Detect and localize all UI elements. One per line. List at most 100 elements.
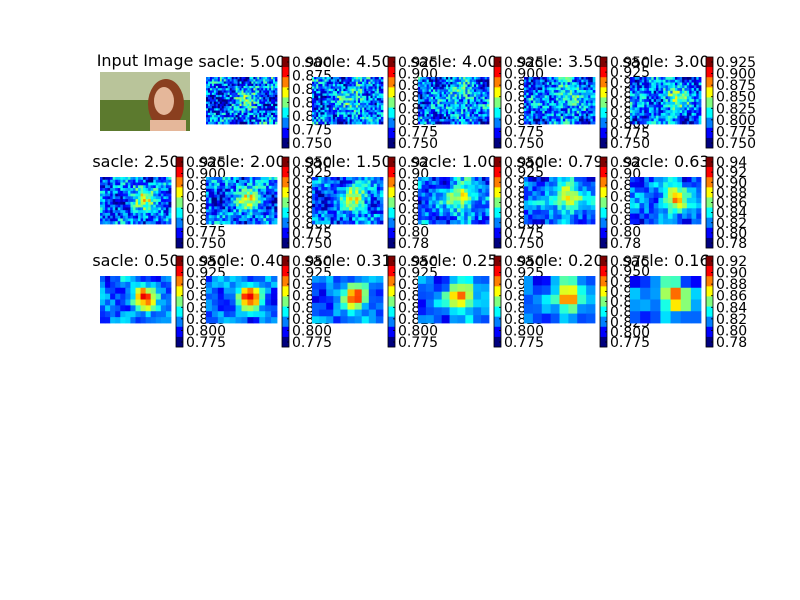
heatmap-cell <box>150 215 154 219</box>
heatmap-cell <box>259 94 262 98</box>
heatmap-cell <box>334 84 338 87</box>
heatmap-cell <box>567 113 571 117</box>
heatmap-cell <box>474 192 479 197</box>
heatmap-cell <box>343 107 346 111</box>
heatmap-cell <box>127 218 131 222</box>
heatmap-cell <box>481 177 486 182</box>
heatmap-cell <box>364 180 368 185</box>
heatmap-cell <box>653 107 657 111</box>
heatmap-cell <box>585 84 589 88</box>
heatmap-cell <box>482 91 486 95</box>
colorbar-segment <box>388 97 395 108</box>
heatmap-cell <box>557 200 562 206</box>
heatmap-cell <box>209 88 213 91</box>
heatmap-cell <box>370 88 373 92</box>
heatmap-cell <box>339 121 342 125</box>
heatmap-cell <box>246 206 251 210</box>
heatmap-cell <box>528 108 532 112</box>
heatmap-cell <box>663 104 666 108</box>
colorbar-segment <box>600 117 607 129</box>
heatmap-cell <box>585 92 589 96</box>
heatmap-cell <box>227 97 231 100</box>
heatmap-cell <box>332 116 336 120</box>
colorbar-segment <box>176 207 183 218</box>
heatmap-cell <box>686 90 690 94</box>
heatmap-cell <box>432 188 437 194</box>
heatmap-cell <box>349 197 353 201</box>
heatmap-cell <box>478 192 483 197</box>
heatmap-cell <box>368 84 371 87</box>
heatmap-cell <box>349 95 353 99</box>
heatmap-cell <box>380 112 384 115</box>
heatmap-cell <box>454 91 458 95</box>
heatmap-cell <box>553 181 558 187</box>
heatmap-cell <box>469 96 473 100</box>
heatmap-cell <box>115 218 119 222</box>
heatmap-cell <box>528 97 532 101</box>
heatmap-cell <box>590 195 596 201</box>
heatmap-cell <box>215 101 219 105</box>
heatmap-cell <box>646 107 650 111</box>
heatmap-cell <box>225 177 229 181</box>
heatmap-cell <box>125 185 129 189</box>
heatmap-cell <box>227 179 231 184</box>
heatmap-cell <box>231 106 235 109</box>
heatmap-cell <box>644 85 647 89</box>
heatmap-cell <box>263 97 266 100</box>
heatmap-cell <box>439 109 443 113</box>
heatmap-cell <box>349 119 353 123</box>
heatmap-cell <box>145 190 149 194</box>
heatmap-cell <box>670 118 673 122</box>
heatmap-cell <box>112 196 116 200</box>
heatmap-cell <box>227 121 231 125</box>
heatmap-cell <box>249 182 253 187</box>
heatmap-cell <box>324 86 328 90</box>
heatmap-cell <box>358 197 362 201</box>
heatmap-cell <box>261 83 264 87</box>
heatmap-cell <box>572 113 575 117</box>
heatmap-cell <box>478 121 481 125</box>
heatmap-cell <box>267 90 270 94</box>
heatmap-cell <box>656 99 659 103</box>
heatmap-cell <box>343 93 346 97</box>
heatmap-cell <box>358 217 362 222</box>
heatmap-cell <box>667 107 671 111</box>
heatmap-cell <box>376 77 380 80</box>
heatmap-cell <box>165 188 169 192</box>
panel-title: sacle: 2.00 <box>198 152 285 171</box>
colorbar-tick-label: 0.875 <box>716 78 756 94</box>
heatmap-cell <box>219 106 223 109</box>
heatmap-cell <box>441 86 445 90</box>
heatmap-cell <box>275 110 278 114</box>
heatmap-cell <box>679 77 683 81</box>
heatmap-cell <box>537 92 541 96</box>
heatmap-cell <box>590 181 596 187</box>
heatmap-cell <box>463 79 466 83</box>
heatmap-cell <box>592 84 596 88</box>
heatmap-cell <box>648 115 652 119</box>
heatmap-cell <box>330 210 335 215</box>
heatmap-cell <box>691 118 695 122</box>
heatmap-cell <box>318 109 321 113</box>
heatmap-cell <box>244 203 248 207</box>
heatmap-cell <box>324 213 328 218</box>
heatmap-cell <box>648 104 652 108</box>
heatmap-cell <box>549 121 552 125</box>
heatmap-cell <box>327 190 331 195</box>
heatmap-cell <box>480 94 483 98</box>
heatmap-cell <box>567 110 571 114</box>
heatmap-cell <box>316 107 319 111</box>
heatmap-cell <box>115 207 119 211</box>
heatmap-cell <box>542 77 546 81</box>
heatmap-cell <box>140 210 144 214</box>
heatmap-cell <box>267 92 270 96</box>
heatmap-cell <box>322 98 325 101</box>
heatmap-cell <box>450 99 453 103</box>
heatmap-cell <box>524 177 529 183</box>
heatmap-cell <box>233 99 236 103</box>
heatmap-cell <box>478 109 481 113</box>
heatmap-cell <box>239 97 242 100</box>
colorbar-segment <box>176 177 183 188</box>
heatmap-cell <box>540 181 546 187</box>
heatmap-cell <box>318 86 321 90</box>
